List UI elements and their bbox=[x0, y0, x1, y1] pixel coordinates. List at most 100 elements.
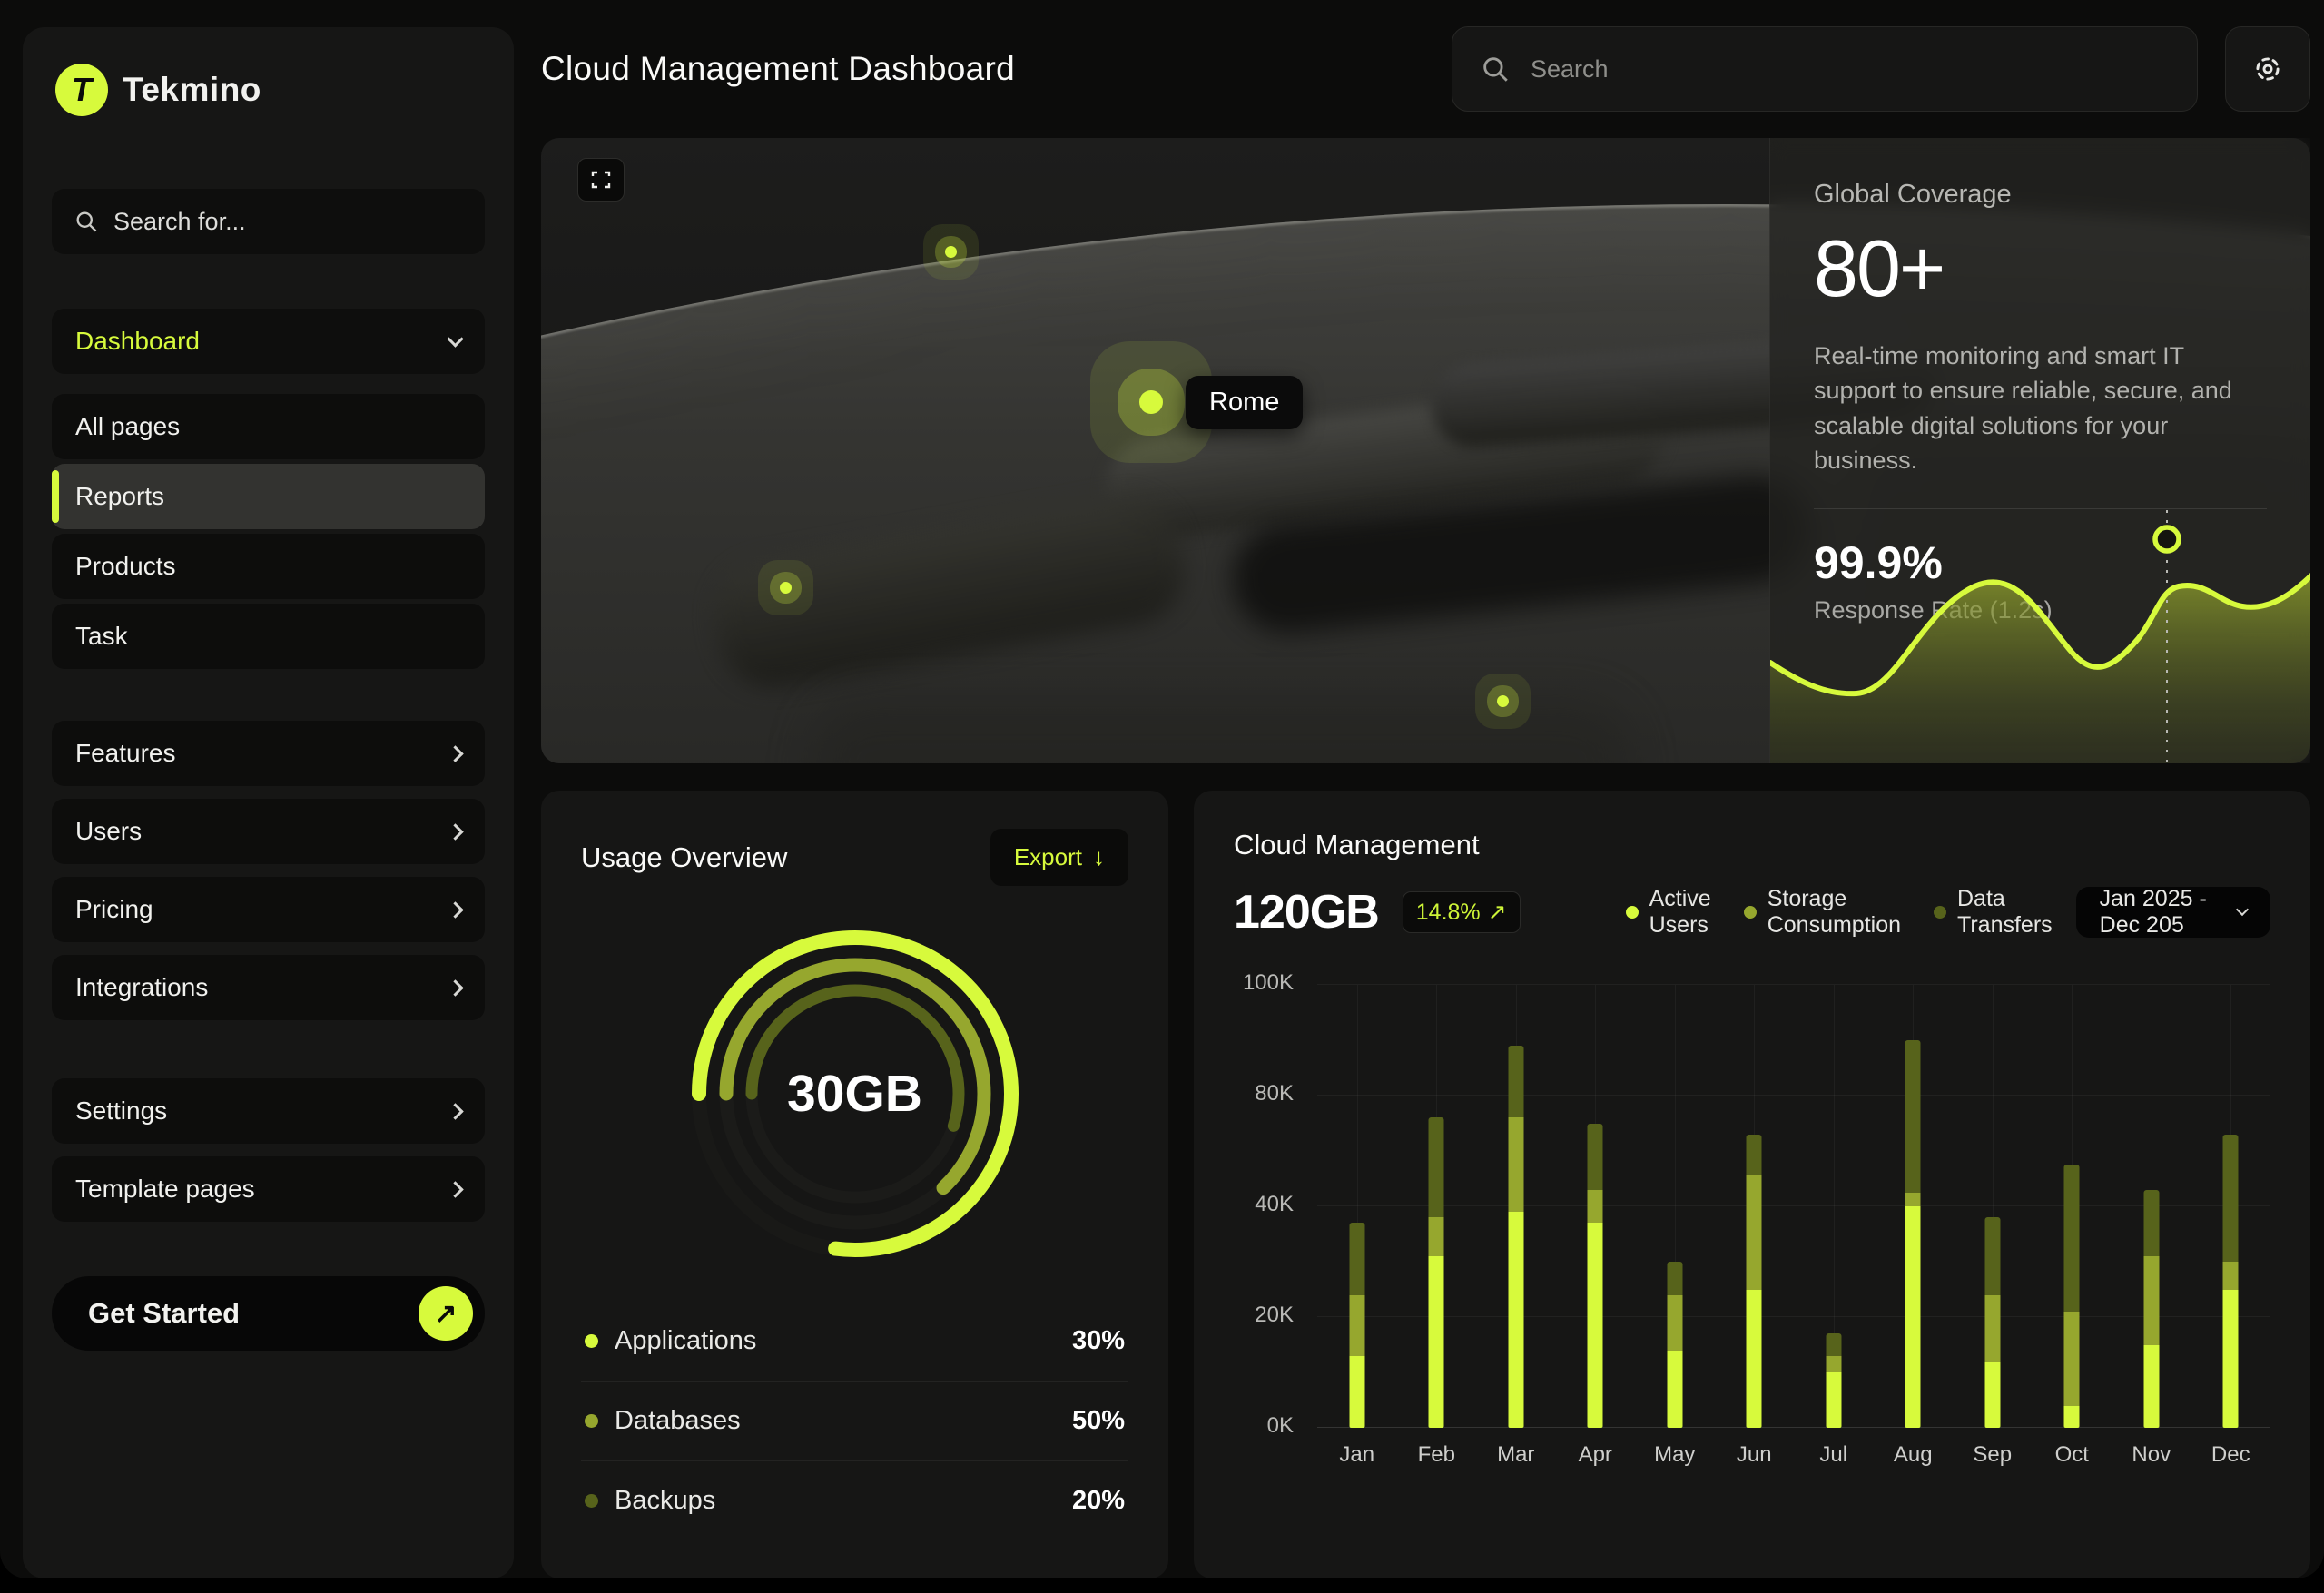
x-axis-label: Feb bbox=[1417, 1442, 1455, 1467]
export-button[interactable]: Export ↓ bbox=[990, 829, 1128, 886]
sidebar-item-task[interactable]: Task bbox=[52, 604, 485, 669]
bar-column-jan[interactable] bbox=[1317, 985, 1397, 1428]
bar-segment bbox=[1905, 1206, 1921, 1428]
date-range-value: Jan 2025 - Dec 205 bbox=[2099, 886, 2207, 938]
sparkline-line bbox=[1770, 573, 2310, 697]
gridline bbox=[1674, 985, 1676, 1428]
chevron-right-icon bbox=[447, 822, 464, 841]
legend-item-data-transfers: Data Transfers bbox=[1934, 886, 2053, 939]
bar-column-dec[interactable] bbox=[2191, 985, 2271, 1428]
bar-segment bbox=[1349, 1355, 1365, 1428]
sidebar-item-users[interactable]: Users bbox=[52, 799, 485, 864]
sidebar-item-settings[interactable]: Settings bbox=[52, 1078, 485, 1144]
gridline bbox=[1317, 1205, 2270, 1206]
bar-segment bbox=[1428, 1217, 1444, 1256]
usage-overview-card: Usage Overview Export ↓ bbox=[541, 791, 1168, 1578]
coverage-description: Real-time monitoring and smart IT suppor… bbox=[1814, 342, 2232, 474]
sidebar-item-integrations[interactable]: Integrations bbox=[52, 955, 485, 1020]
y-axis-tick: 40K bbox=[1255, 1192, 1294, 1216]
fullscreen-button[interactable] bbox=[577, 158, 625, 202]
sidebar-search[interactable] bbox=[52, 189, 485, 254]
bar-column-sep[interactable] bbox=[1953, 985, 2033, 1428]
legend-dot bbox=[585, 1414, 598, 1428]
bar-column-jun[interactable] bbox=[1715, 985, 1795, 1428]
bar-segment bbox=[1508, 1046, 1524, 1118]
legend-label: Data Transfers bbox=[1957, 886, 2053, 938]
bar-segment bbox=[1667, 1350, 1683, 1428]
trend-up-icon: ↗ bbox=[1487, 900, 1507, 925]
bar-segment bbox=[2222, 1289, 2239, 1428]
dashboard-select-label: Dashboard bbox=[75, 327, 200, 355]
legend-dot bbox=[1743, 906, 1757, 919]
sparkline-marker-icon bbox=[2152, 525, 2181, 554]
global-coverage-panel: Global Coverage 80+ Real-time monitoring… bbox=[1769, 138, 2310, 763]
map-marker[interactable] bbox=[1497, 695, 1509, 707]
brand-name: Tekmino bbox=[123, 71, 261, 108]
bar-segment bbox=[1905, 1040, 1921, 1193]
x-axis-label: Nov bbox=[2132, 1442, 2171, 1467]
bar-column-jul[interactable] bbox=[1794, 985, 1874, 1428]
bar-column-may[interactable] bbox=[1635, 985, 1715, 1428]
fullscreen-icon bbox=[591, 171, 611, 189]
sidebar-item-label: Products bbox=[75, 552, 176, 580]
bar-segment bbox=[1826, 1355, 1842, 1372]
bar-segment bbox=[1428, 1255, 1444, 1428]
sidebar-search-input[interactable] bbox=[113, 207, 463, 236]
sidebar-item-label: Reports bbox=[75, 482, 165, 510]
x-axis-label: Aug bbox=[1893, 1442, 1933, 1467]
map-marker-rome[interactable] bbox=[1139, 390, 1163, 414]
bar-segment bbox=[1746, 1175, 1762, 1290]
gridline bbox=[1317, 984, 2270, 985]
response-rate-value: 99.9% bbox=[1814, 537, 1943, 589]
bar-column-oct[interactable] bbox=[2033, 985, 2112, 1428]
sidebar-item-label: All pages bbox=[75, 412, 181, 440]
bar-chart-x-labels: Jan Feb Mar Apr May Jun Jul Aug Sep Oct Nov Dec bbox=[1317, 1442, 2270, 1468]
sidebar-item-pricing[interactable]: Pricing bbox=[52, 877, 485, 942]
bar-column-apr[interactable] bbox=[1556, 985, 1636, 1428]
globe-map-panel: Rome Global Coverage 80+ Real-time monit… bbox=[541, 138, 2310, 763]
chevron-right-icon bbox=[447, 1180, 464, 1198]
bar-column-nov[interactable] bbox=[2112, 985, 2191, 1428]
sections-group: Features Users Pricing Integrations bbox=[52, 721, 485, 1033]
x-axis-label: Sep bbox=[1973, 1442, 2013, 1467]
sidebar-item-all-pages[interactable]: All pages bbox=[52, 394, 485, 459]
x-axis-label: Dec bbox=[2211, 1442, 2250, 1467]
cloud-management-card: Cloud Management 120GB 14.8% ↗ Active Us… bbox=[1194, 791, 2310, 1578]
global-search-input[interactable] bbox=[1531, 54, 2170, 84]
legend-dot bbox=[585, 1494, 598, 1508]
bar-column-mar[interactable] bbox=[1476, 985, 1556, 1428]
bar-column-aug[interactable] bbox=[1874, 985, 1954, 1428]
main-content: Cloud Management Dashboard bbox=[541, 26, 2310, 1578]
y-axis-tick: 20K bbox=[1255, 1303, 1294, 1327]
sidebar-item-reports[interactable]: Reports bbox=[52, 464, 485, 529]
global-search[interactable] bbox=[1452, 26, 2198, 112]
legend-row-databases: Databases 50% bbox=[581, 1382, 1128, 1461]
sidebar-item-features[interactable]: Features bbox=[52, 721, 485, 786]
donut-center-value: 30GB bbox=[787, 1065, 922, 1123]
dashboard-select[interactable]: Dashboard bbox=[52, 309, 485, 374]
get-started-button[interactable]: Get Started ↗ bbox=[52, 1276, 485, 1351]
bar-segment bbox=[1746, 1289, 1762, 1428]
legend-label: Storage Consumption bbox=[1767, 886, 1902, 938]
settings-button[interactable] bbox=[2225, 26, 2310, 112]
x-axis-label: Jul bbox=[1819, 1442, 1848, 1467]
sidebar-item-template-pages[interactable]: Template pages bbox=[52, 1156, 485, 1222]
map-marker[interactable] bbox=[780, 582, 792, 594]
bar-segment bbox=[2222, 1262, 2239, 1290]
legend-dot bbox=[585, 1334, 598, 1348]
date-range-select[interactable]: Jan 2025 - Dec 205 bbox=[2075, 886, 2270, 938]
bar-column-feb[interactable] bbox=[1397, 985, 1477, 1428]
chevron-down-icon bbox=[447, 329, 464, 348]
sidebar: T Tekmino Dashboard All pages Reports Pr… bbox=[23, 27, 514, 1578]
map-marker[interactable] bbox=[945, 246, 957, 258]
gridline bbox=[1317, 1427, 2270, 1428]
chevron-right-icon bbox=[447, 978, 464, 997]
bar-segment bbox=[2143, 1344, 2160, 1428]
sidebar-item-products[interactable]: Products bbox=[52, 534, 485, 599]
x-axis-label: Oct bbox=[2054, 1442, 2089, 1467]
cards-row: Usage Overview Export ↓ bbox=[541, 791, 2310, 1578]
gridline bbox=[1356, 985, 1358, 1428]
footer-group: Settings Template pages bbox=[52, 1078, 485, 1234]
bar-segment bbox=[1826, 1333, 1842, 1356]
